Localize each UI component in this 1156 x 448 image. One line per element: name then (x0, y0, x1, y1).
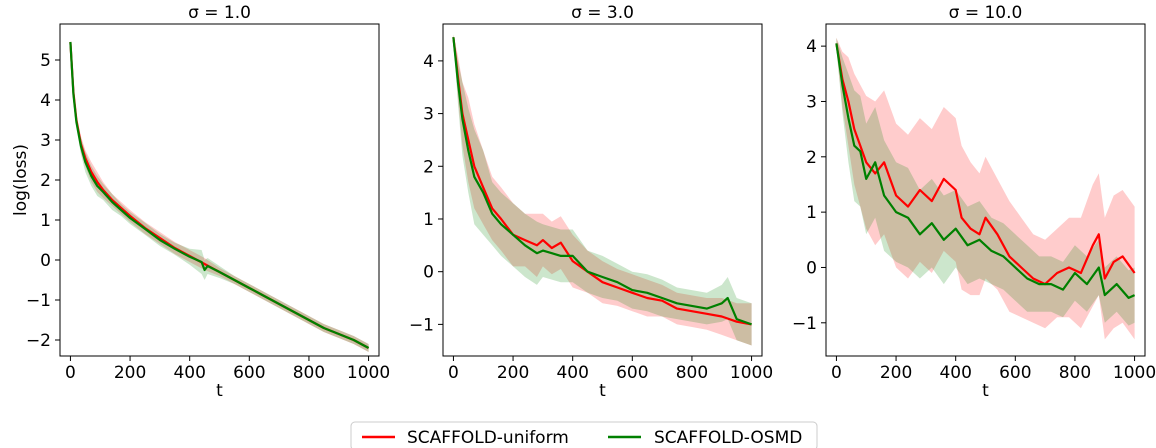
x-tick-label: 600 (999, 363, 1031, 383)
y-tick-label: 1 (423, 210, 434, 230)
axes-frame (59, 23, 380, 357)
chart-title: σ = 3.0 (571, 3, 634, 23)
x-tick-label: 0 (448, 363, 459, 383)
y-tick-label: 0 (40, 251, 51, 271)
chart-panel-2: 0 200 400 600 800 1000 −1 0 1 2 3 4 σ = 3.0 t (409, 3, 773, 401)
axes-frame (825, 23, 1146, 357)
y-tick-label: 4 (806, 37, 817, 57)
y-tick-label: 0 (806, 258, 817, 278)
x-tick-label: 0 (65, 363, 76, 383)
x-tick-label: 1000 (730, 363, 773, 383)
y-tick-label: −2 (26, 331, 51, 351)
y-tick-label: 3 (423, 105, 434, 125)
x-tick-label: 200 (114, 363, 146, 383)
x-tick-label: 0 (831, 363, 842, 383)
x-tick-label: 400 (939, 363, 971, 383)
legend: SCAFFOLD-uniform SCAFFOLD-OSMD (350, 421, 818, 448)
x-tick-label: 400 (173, 363, 205, 383)
y-tick-label: 3 (40, 131, 51, 151)
band-osmd (836, 37, 1135, 326)
chart-panel-3: 0 200 400 600 800 1000 −1 0 1 2 3 4 σ = 10.0 t (792, 3, 1156, 401)
y-tick-label: −1 (26, 291, 51, 311)
x-tick-label: 200 (880, 363, 912, 383)
y-tick-label: 2 (806, 148, 817, 168)
y-tick-label: 2 (423, 157, 434, 177)
x-axis-label: t (982, 381, 989, 401)
plot-area (452, 34, 752, 346)
x-tick-label: 800 (676, 363, 708, 383)
plot-area (69, 40, 370, 352)
series-line-uniform (835, 43, 1136, 286)
y-tick-label: 1 (40, 211, 51, 231)
band-uniform (836, 37, 1135, 340)
y-tick-label: 1 (806, 203, 817, 223)
x-axis-label: t (216, 381, 223, 401)
x-tick-label: 1000 (1113, 363, 1156, 383)
series-line-uniform (452, 37, 752, 326)
x-axis-label: t (599, 381, 606, 401)
shared-ylabel: log(loss) (11, 144, 31, 216)
chart-title: σ = 1.0 (188, 3, 251, 23)
band-uniform (453, 34, 752, 346)
x-tick-label: 1000 (347, 363, 390, 383)
x-tick-label: 600 (616, 363, 648, 383)
band-osmd (70, 40, 369, 352)
chart-panel-1: 0 200 400 600 800 1000 −2 −1 0 1 2 3 4 5 σ = 1.0 t (26, 3, 390, 401)
y-tick-label: 4 (423, 52, 434, 72)
legend-label-uniform: SCAFFOLD-uniform (407, 428, 569, 448)
plot-area (835, 37, 1136, 340)
chart-title: σ = 10.0 (949, 3, 1023, 23)
y-tick-label: −1 (409, 315, 434, 335)
series-line-osmd (69, 41, 370, 349)
y-tick-label: 5 (40, 51, 51, 71)
series-line-osmd (835, 43, 1136, 299)
band-uniform (70, 40, 369, 352)
y-tick-label: 2 (40, 171, 51, 191)
x-tick-label: 400 (556, 363, 588, 383)
series-line-osmd (452, 37, 752, 326)
series-line-uniform (69, 41, 370, 349)
y-tick-label: 0 (423, 263, 434, 283)
x-tick-label: 800 (293, 363, 325, 383)
y-tick-label: 4 (40, 91, 51, 111)
legend-label-osmd: SCAFFOLD-OSMD (654, 428, 802, 448)
x-tick-label: 800 (1059, 363, 1091, 383)
y-tick-label: −1 (792, 314, 817, 334)
axes-frame (442, 23, 763, 357)
x-tick-label: 200 (497, 363, 529, 383)
y-tick-label: 3 (806, 92, 817, 112)
band-osmd (453, 34, 752, 346)
legend-frame (350, 421, 818, 448)
x-tick-label: 600 (233, 363, 265, 383)
